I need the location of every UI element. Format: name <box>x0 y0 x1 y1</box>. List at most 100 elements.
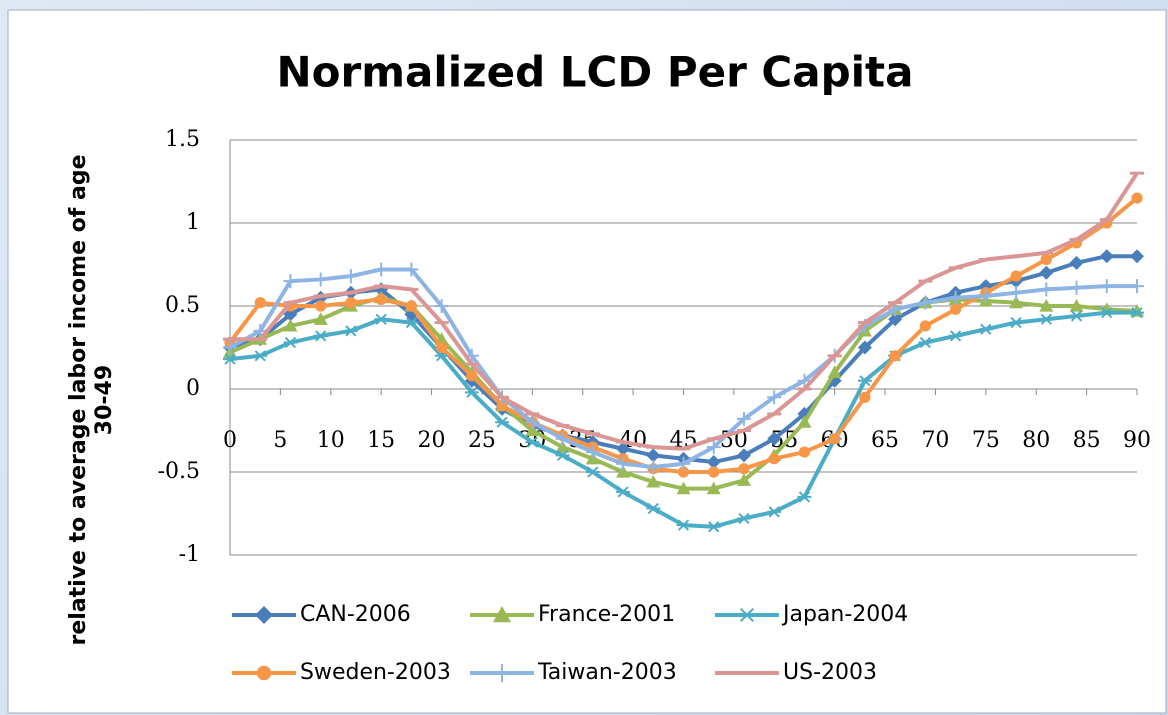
marker <box>827 365 842 378</box>
marker <box>1099 249 1114 264</box>
y-tick-label: 0 <box>186 376 200 401</box>
marker <box>1039 313 1054 325</box>
marker <box>495 416 510 428</box>
x-tick-label: 85 <box>1073 428 1101 453</box>
marker <box>555 440 570 453</box>
x-tick-label: 90 <box>1123 428 1151 453</box>
marker <box>676 519 691 531</box>
marker <box>313 272 328 287</box>
y-axis-title-line: relative to average labor income of age <box>66 154 91 645</box>
marker <box>797 373 812 388</box>
y-axis-title: relative to average labor income of age … <box>66 154 117 645</box>
marker <box>706 440 721 455</box>
marker <box>436 341 448 354</box>
marker <box>616 486 631 498</box>
legend-label: Japan-2004 <box>781 602 908 627</box>
marker <box>343 269 358 284</box>
marker <box>919 320 931 332</box>
marker <box>255 606 273 624</box>
marker <box>1130 307 1144 319</box>
y-tick-label: 0.5 <box>165 293 200 318</box>
marker <box>525 436 540 448</box>
marker <box>948 330 963 342</box>
marker <box>859 391 871 403</box>
marker <box>950 303 962 315</box>
marker <box>345 297 357 309</box>
y-tick-label: 1.5 <box>165 127 200 152</box>
marker <box>646 448 661 463</box>
marker <box>1130 279 1144 294</box>
marker <box>677 466 690 478</box>
marker <box>797 491 812 503</box>
marker <box>1010 270 1022 282</box>
marker <box>616 465 631 478</box>
marker <box>857 375 872 387</box>
marker <box>767 390 782 405</box>
marker <box>405 300 417 312</box>
marker <box>1009 316 1024 329</box>
series <box>223 262 1144 475</box>
marker <box>404 316 419 329</box>
marker <box>283 274 298 289</box>
marker <box>283 318 298 332</box>
marker <box>466 370 478 382</box>
chart-title: Normalized LCD Per Capita <box>277 48 914 97</box>
marker <box>829 433 841 445</box>
marker <box>374 262 389 277</box>
x-tick-label: 70 <box>921 428 949 453</box>
marker <box>676 481 691 495</box>
marker <box>1069 280 1084 295</box>
marker <box>646 474 661 488</box>
marker <box>1131 192 1143 204</box>
marker <box>706 521 721 533</box>
marker <box>434 299 449 313</box>
series <box>223 307 1144 533</box>
marker <box>283 336 298 349</box>
marker <box>676 456 691 471</box>
marker <box>525 423 540 437</box>
marker <box>736 512 751 525</box>
x-tick-label: 65 <box>871 428 899 453</box>
x-tick-label: 25 <box>468 428 496 453</box>
marker <box>736 448 751 463</box>
legend-label: US-2003 <box>783 660 877 685</box>
x-tick-label: 15 <box>367 428 395 453</box>
legend-label: Taiwan-2003 <box>537 660 677 685</box>
marker <box>1009 295 1024 309</box>
marker <box>1039 265 1054 280</box>
y-tick-label: -1 <box>179 542 200 567</box>
marker <box>708 466 720 478</box>
marker <box>313 312 328 325</box>
x-tick-label: 75 <box>972 428 1000 453</box>
marker <box>254 297 266 309</box>
marker <box>493 606 511 623</box>
marker <box>223 340 237 355</box>
marker <box>343 325 358 337</box>
marker <box>253 350 268 362</box>
y-tick-label: 1 <box>186 210 200 235</box>
legend-label: CAN-2006 <box>300 602 411 627</box>
x-tick-label: 20 <box>418 428 446 453</box>
marker <box>223 353 237 365</box>
legend-label: Sweden-2003 <box>300 660 451 685</box>
marker <box>888 312 903 327</box>
marker <box>798 446 811 458</box>
marker <box>646 460 661 475</box>
marker <box>1099 307 1114 319</box>
marker <box>736 473 751 486</box>
marker <box>1040 253 1052 266</box>
marker <box>1099 279 1114 294</box>
marker <box>918 295 933 310</box>
marker <box>313 330 328 342</box>
marker <box>496 400 508 412</box>
y-tick-label: -0.5 <box>158 459 200 484</box>
marker <box>555 449 570 462</box>
x-tick-label: 10 <box>317 428 345 453</box>
marker <box>555 431 570 446</box>
marker <box>646 502 661 515</box>
marker <box>767 506 782 518</box>
series <box>223 171 1144 451</box>
marker <box>585 445 600 460</box>
marker <box>525 415 540 430</box>
